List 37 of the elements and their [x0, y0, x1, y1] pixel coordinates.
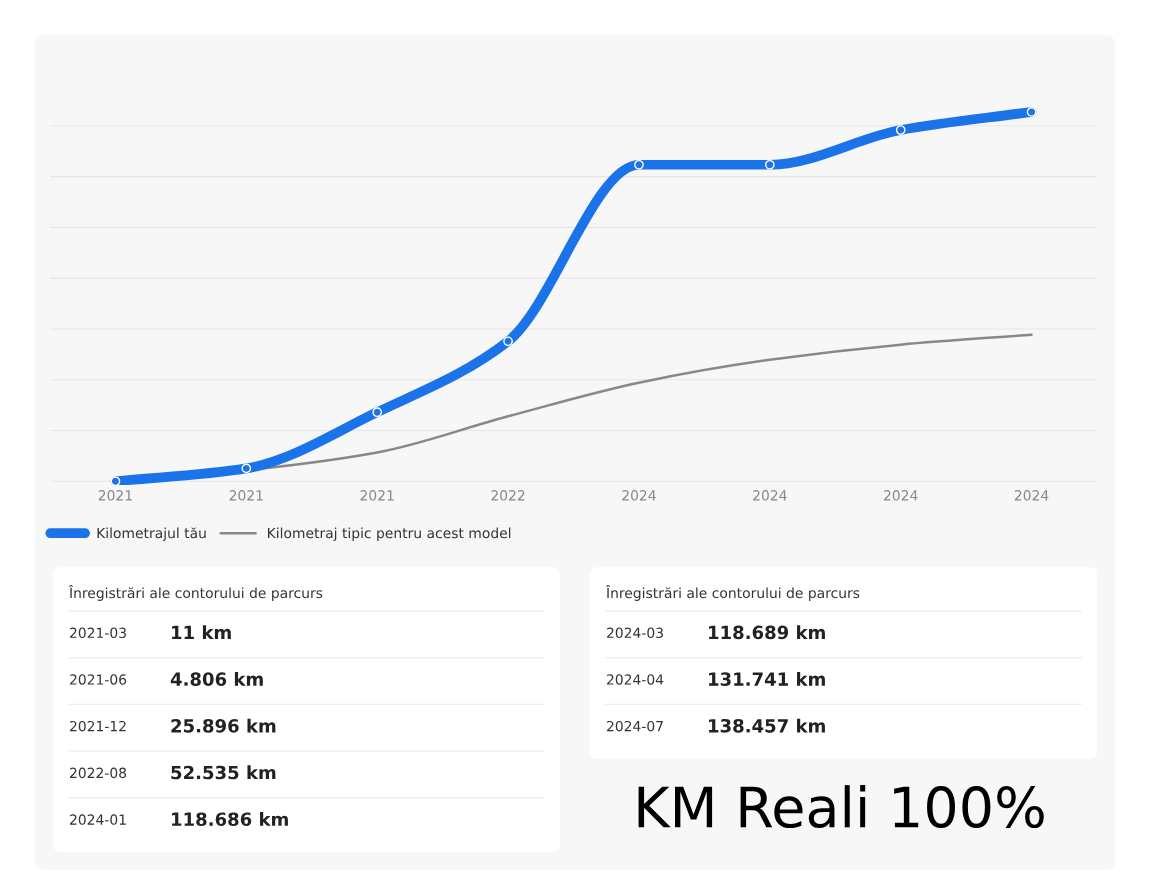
point [241, 463, 252, 474]
text: 4.806 km [170, 671, 263, 686]
x-tick-label: 2024 [884, 490, 918, 501]
text: Înregistrări ale contorului de parcurs [605, 585, 860, 601]
x-tick-label: 2024 [622, 490, 656, 501]
text: Înregistrări ale contorului de parcurs [68, 585, 323, 601]
text: 2024-07 [607, 720, 663, 732]
text: 2024-03 [607, 627, 663, 639]
point [372, 407, 383, 418]
x-tick-label: 2024 [1014, 490, 1049, 501]
x-tick-label: 2021 [98, 490, 132, 501]
text: 2024-01 [70, 814, 126, 825]
text: 2021-12 [70, 720, 126, 732]
point [764, 159, 775, 170]
text: 11 km [172, 625, 231, 639]
x-tick-label: 2024 [753, 490, 787, 501]
point [503, 336, 513, 347]
text: 52.535 km [171, 765, 276, 780]
text: 2022-08 [70, 767, 127, 779]
text: 2021-03 [70, 627, 126, 639]
legend-label: Kilometraj tipic pentru acest model [267, 527, 511, 541]
point [110, 476, 121, 485]
text: 2021-06 [70, 674, 127, 685]
point [634, 159, 644, 170]
text: 25.896 km [171, 718, 276, 733]
text: 138.457 km [709, 718, 825, 733]
text: 118.686 km [172, 812, 288, 827]
point [1026, 107, 1037, 117]
text: 118.689 km [709, 625, 825, 640]
text: 2024-04 [607, 674, 664, 685]
x-tick-label: 2022 [491, 490, 525, 501]
text: KM Reali 100% [638, 785, 1044, 829]
x-tick-label: 2021 [229, 490, 263, 501]
text: 131.741 km [709, 671, 825, 686]
point [895, 125, 906, 135]
x-tick-label: 2021 [360, 490, 394, 501]
legend-label: Kilometrajul tău [97, 527, 206, 541]
